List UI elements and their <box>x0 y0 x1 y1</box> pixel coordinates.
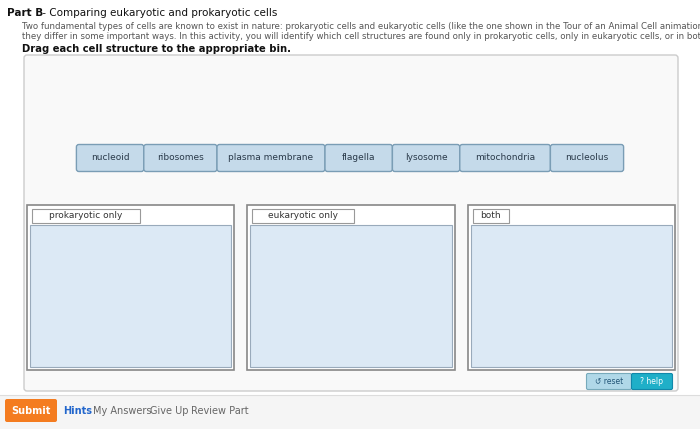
FancyBboxPatch shape <box>76 145 144 172</box>
Text: both: both <box>480 211 501 221</box>
Bar <box>252 209 354 223</box>
FancyBboxPatch shape <box>587 374 631 390</box>
FancyBboxPatch shape <box>24 55 678 391</box>
Text: ? help: ? help <box>640 377 664 386</box>
FancyBboxPatch shape <box>393 145 460 172</box>
FancyBboxPatch shape <box>631 374 673 390</box>
Text: Review Part: Review Part <box>191 405 249 416</box>
Bar <box>0 395 700 429</box>
Text: Give Up: Give Up <box>150 405 188 416</box>
FancyBboxPatch shape <box>217 145 325 172</box>
FancyBboxPatch shape <box>144 145 217 172</box>
Text: plasma membrane: plasma membrane <box>228 154 314 163</box>
FancyBboxPatch shape <box>550 145 624 172</box>
Bar <box>247 205 455 370</box>
Text: eukaryotic only: eukaryotic only <box>268 211 338 221</box>
Text: Two fundamental types of cells are known to exist in nature: prokaryotic cells a: Two fundamental types of cells are known… <box>22 22 700 31</box>
Text: mitochondria: mitochondria <box>475 154 536 163</box>
Text: Submit: Submit <box>11 405 50 416</box>
Bar <box>468 205 675 370</box>
FancyBboxPatch shape <box>5 399 57 422</box>
Bar <box>251 225 452 367</box>
Text: flagella: flagella <box>342 154 375 163</box>
Text: ribosomes: ribosomes <box>157 154 204 163</box>
Text: nucleolus: nucleolus <box>566 154 608 163</box>
Bar <box>32 209 140 223</box>
Text: ↺ reset: ↺ reset <box>595 377 623 386</box>
Bar <box>27 205 235 370</box>
Bar <box>470 225 672 367</box>
Text: nucleoid: nucleoid <box>91 154 130 163</box>
FancyBboxPatch shape <box>460 145 550 172</box>
Text: Hints: Hints <box>63 405 92 416</box>
Text: Part B: Part B <box>7 8 43 18</box>
Text: lysosome: lysosome <box>405 154 447 163</box>
Bar <box>473 209 509 223</box>
Text: - Comparing eukaryotic and prokaryotic cells: - Comparing eukaryotic and prokaryotic c… <box>39 8 277 18</box>
Text: they differ in some important ways. In this activity, you will identify which ce: they differ in some important ways. In t… <box>22 32 700 41</box>
Text: My Answers: My Answers <box>93 405 151 416</box>
Text: prokaryotic only: prokaryotic only <box>49 211 122 221</box>
FancyBboxPatch shape <box>325 145 393 172</box>
Bar <box>30 225 231 367</box>
Text: Drag each cell structure to the appropriate bin.: Drag each cell structure to the appropri… <box>22 44 291 54</box>
